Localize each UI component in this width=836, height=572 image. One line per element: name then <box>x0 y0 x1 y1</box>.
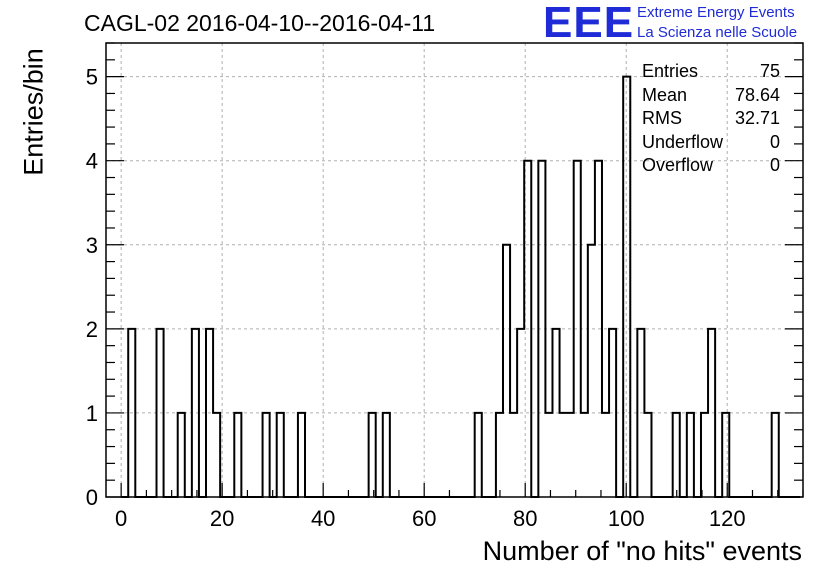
histogram-bin <box>128 329 135 497</box>
y-tick-label: 5 <box>86 65 98 90</box>
histogram-bin <box>581 413 588 497</box>
histogram-bin <box>602 413 609 497</box>
histogram-bin <box>496 413 503 497</box>
stat-label: Underflow <box>642 131 724 152</box>
histogram-bin <box>772 413 779 497</box>
x-tick-label: 20 <box>210 506 234 531</box>
histogram-bin <box>524 161 531 497</box>
stat-row-mean: Mean 78.64 <box>642 84 780 108</box>
histogram-bin <box>623 77 630 497</box>
histogram-bin <box>178 413 185 497</box>
histogram-bin <box>192 329 199 497</box>
stat-row-entries: Entries 75 <box>642 60 780 84</box>
histogram-bin <box>157 329 164 497</box>
histogram-bin <box>538 161 545 497</box>
histogram-bin <box>206 329 213 497</box>
histogram-bin <box>637 329 644 497</box>
histogram-bin <box>552 329 559 497</box>
histogram-bin <box>545 413 552 497</box>
x-tick-label: 60 <box>412 506 436 531</box>
stat-value: 0 <box>769 131 780 152</box>
logo-line-2: La Scienza nelle Scuole <box>637 24 798 41</box>
eee-logo: EEE <box>543 0 635 47</box>
histogram-bin <box>567 413 574 497</box>
y-tick-label: 1 <box>86 401 98 426</box>
histogram-bin <box>234 413 241 497</box>
stat-row-rms: RMS 32.71 <box>642 107 780 131</box>
y-tick-label: 3 <box>86 233 98 258</box>
y-tick-label: 4 <box>86 149 98 174</box>
stat-value: 78.64 <box>734 84 780 105</box>
histogram-bin <box>503 245 510 497</box>
histogram-bin <box>383 413 390 497</box>
y-tick-label: 2 <box>86 317 98 342</box>
histogram-bin <box>277 413 284 497</box>
histogram-bin <box>609 329 616 497</box>
x-tick-label: 40 <box>311 506 335 531</box>
histogram-bin <box>708 329 715 497</box>
histogram-bin <box>644 413 651 497</box>
histogram-bin <box>263 413 270 497</box>
y-tick-label: 0 <box>86 485 98 510</box>
histogram-bin <box>213 413 220 497</box>
stat-label: Overflow <box>642 155 714 175</box>
histogram-bin <box>588 245 595 497</box>
x-axis-label: Number of "no hits" events <box>482 536 802 566</box>
x-tick-label: 120 <box>709 506 746 531</box>
y-axis-label: Entries/bin <box>18 48 49 176</box>
histogram-bin <box>475 413 482 497</box>
plot-frame <box>105 42 804 498</box>
logo-line-1: Extreme Energy Events <box>637 4 795 21</box>
stats-box: Entries 75 Mean 78.64 RMS 32.71 Underflo… <box>642 60 780 178</box>
histogram-bin <box>517 329 524 497</box>
histogram-bin <box>673 413 680 497</box>
stat-value: 32.71 <box>734 108 780 128</box>
stat-row-underflow: Underflow 0 <box>642 131 780 155</box>
histogram-bin <box>298 413 305 497</box>
histogram-bin <box>574 161 581 497</box>
histogram-bin <box>722 413 729 497</box>
stat-value: 0 <box>769 155 780 175</box>
stat-label: Entries <box>642 61 699 81</box>
histogram-bin <box>687 413 694 497</box>
histogram-bin <box>369 413 376 497</box>
histogram-bin <box>701 413 708 497</box>
stat-label: RMS <box>642 108 682 128</box>
stat-row-overflow: Overflow 0 <box>642 154 780 178</box>
histogram-bin <box>560 413 567 497</box>
chart-title: CAGL-02 2016-04-10--2016-04-11 <box>84 10 436 36</box>
x-tick-label: 0 <box>115 506 127 531</box>
stat-label: Mean <box>642 84 688 105</box>
x-tick-label: 80 <box>513 506 537 531</box>
x-tick-label: 100 <box>608 506 645 531</box>
histogram-bin <box>510 413 517 497</box>
stat-value: 75 <box>759 61 780 81</box>
histogram-bin <box>595 161 602 497</box>
